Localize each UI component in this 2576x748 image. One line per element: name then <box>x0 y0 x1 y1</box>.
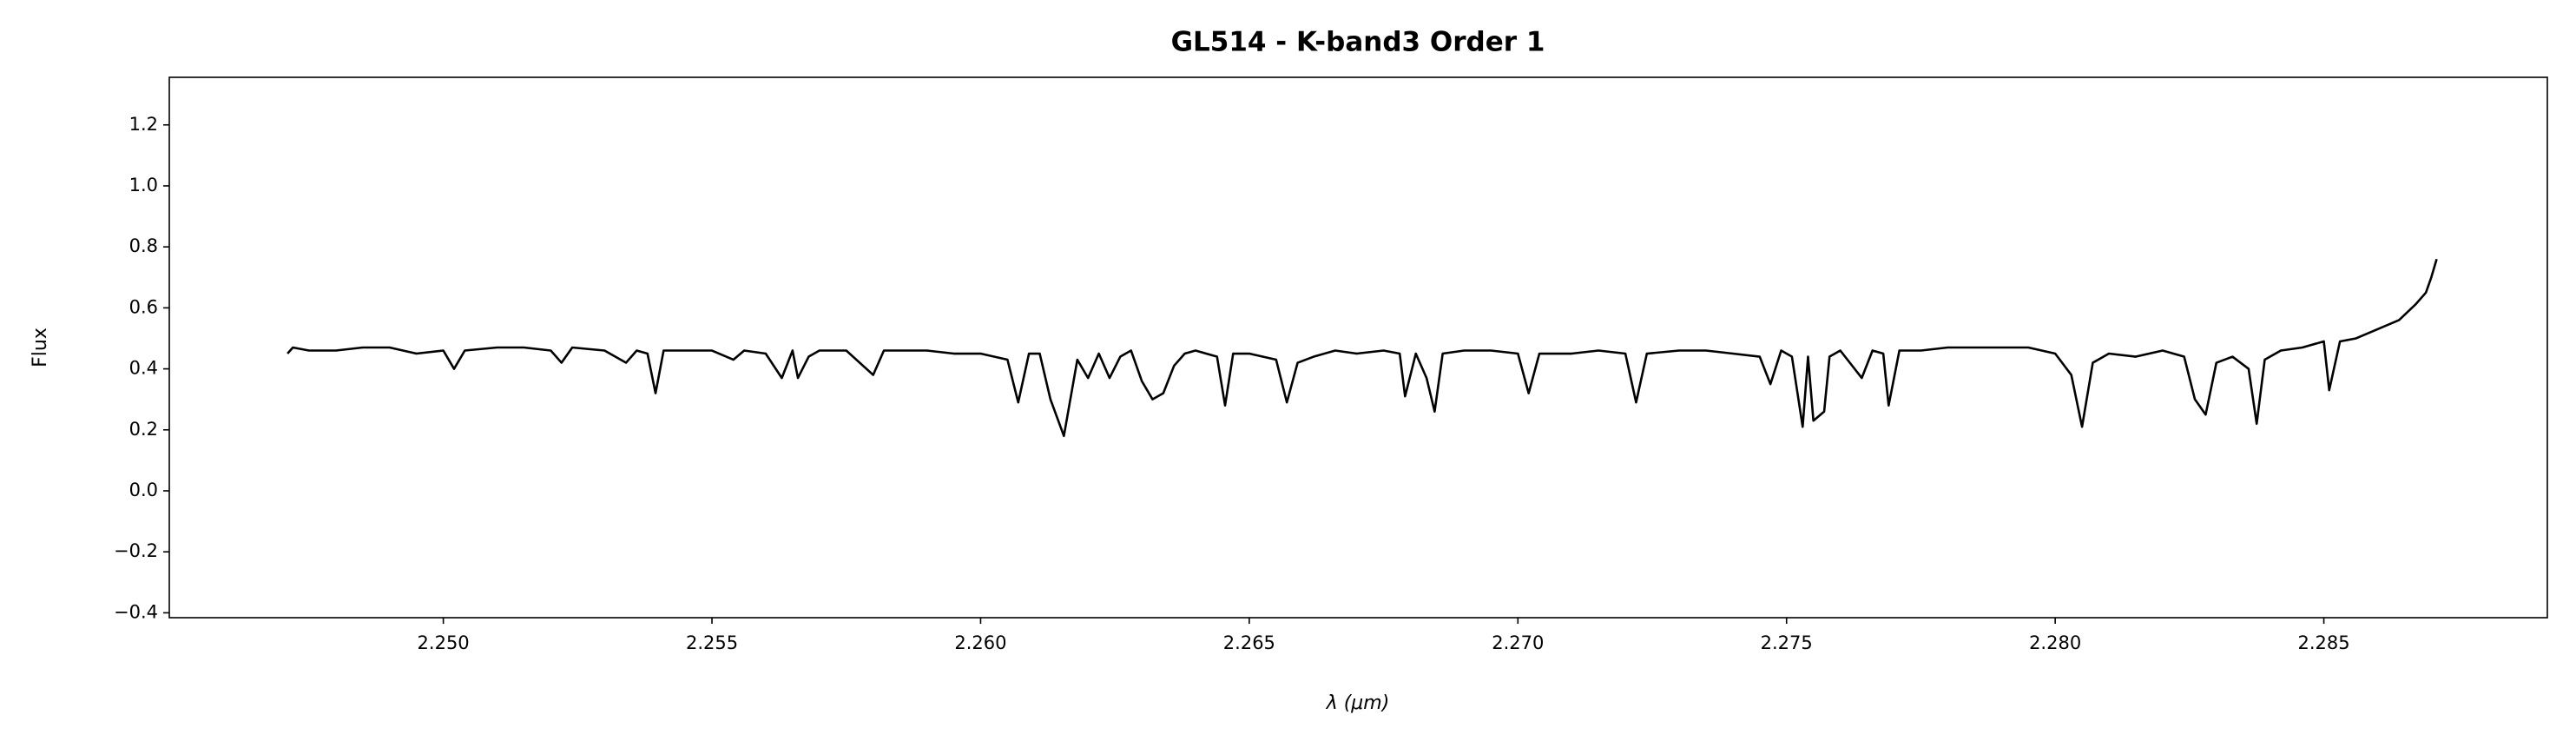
spectrum-line <box>287 258 2438 438</box>
plot-frame <box>168 76 2548 619</box>
x-tick-label: 2.250 <box>418 632 470 653</box>
x-axis-label: λ (μm) <box>1326 692 1390 714</box>
y-tick-label: −0.2 <box>114 540 158 561</box>
y-tick-label: 0.4 <box>129 358 158 379</box>
y-tick-label: 1.0 <box>129 175 158 195</box>
y-tick-label: 0.6 <box>129 296 158 317</box>
y-tick-label: 0.0 <box>129 480 158 500</box>
x-tick-label: 2.280 <box>2029 632 2081 653</box>
y-axis-label: Flux <box>30 328 51 367</box>
y-tick-label: 0.8 <box>129 235 158 256</box>
y-tick-label: 0.2 <box>129 419 158 440</box>
x-tick-label: 2.265 <box>1223 632 1275 653</box>
chart-title: GL514 - K-band3 Order 1 <box>1171 27 1545 58</box>
x-tick-label: 2.275 <box>1761 632 1813 653</box>
x-tick-label: 2.270 <box>1492 632 1544 653</box>
x-tick-label: 2.260 <box>954 632 1006 653</box>
y-tick-label: −0.4 <box>114 601 158 622</box>
y-tick-label: 1.2 <box>129 114 158 135</box>
x-tick-label: 2.285 <box>2297 632 2349 653</box>
x-tick-label: 2.255 <box>686 632 738 653</box>
